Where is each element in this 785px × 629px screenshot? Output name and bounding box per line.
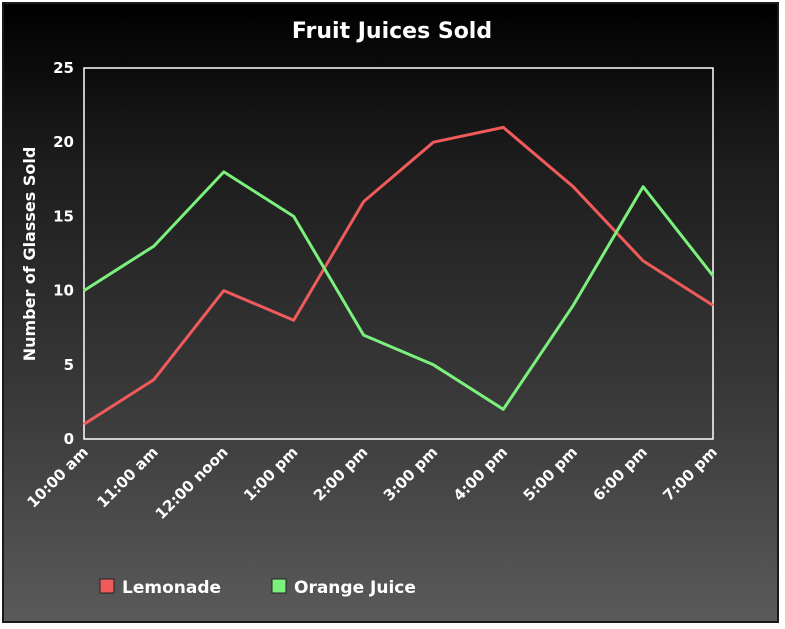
x-tick-label: 10:00 am bbox=[23, 443, 91, 511]
legend-swatch-lemonade bbox=[99, 578, 115, 594]
x-tick-label: 5:00 pm bbox=[520, 443, 581, 504]
series-layer bbox=[83, 125, 715, 426]
x-tick-label: 7:00 pm bbox=[659, 443, 720, 504]
legend: Lemonade Orange Juice bbox=[99, 578, 416, 598]
legend-label-lemonade: Lemonade bbox=[122, 578, 221, 598]
legend-item-orange-juice: Orange Juice bbox=[271, 578, 416, 598]
series-line-lemonade bbox=[83, 125, 714, 426]
y-tick-label: 20 bbox=[53, 133, 74, 151]
x-tick-label: 12:00 noon bbox=[152, 443, 232, 523]
y-axis-label: Number of Glasses Sold bbox=[20, 147, 39, 362]
legend-swatch-orange-juice bbox=[271, 578, 287, 594]
legend-item-lemonade: Lemonade bbox=[99, 578, 221, 598]
x-tick-label: 11:00 am bbox=[93, 443, 161, 511]
y-axis: 0 5 10 15 20 25 bbox=[53, 59, 74, 448]
y-tick-label: 5 bbox=[64, 356, 74, 374]
y-tick-label: 0 bbox=[64, 430, 74, 448]
plot-area bbox=[83, 67, 714, 440]
y-tick-label: 10 bbox=[53, 282, 74, 300]
x-tick-label: 2:00 pm bbox=[310, 443, 371, 504]
x-tick-label: 1:00 pm bbox=[240, 443, 301, 504]
x-tick-label: 4:00 pm bbox=[450, 443, 511, 504]
x-tick-label: 6:00 pm bbox=[589, 443, 650, 504]
y-tick-label: 15 bbox=[53, 207, 74, 225]
y-tick-label: 25 bbox=[53, 59, 74, 77]
chart-frame bbox=[2, 2, 779, 623]
series-line-orange-juice bbox=[83, 170, 715, 411]
legend-label-orange-juice: Orange Juice bbox=[294, 578, 416, 598]
chart-title: Fruit Juices Sold bbox=[292, 19, 492, 44]
x-tick-label: 3:00 pm bbox=[380, 443, 441, 504]
